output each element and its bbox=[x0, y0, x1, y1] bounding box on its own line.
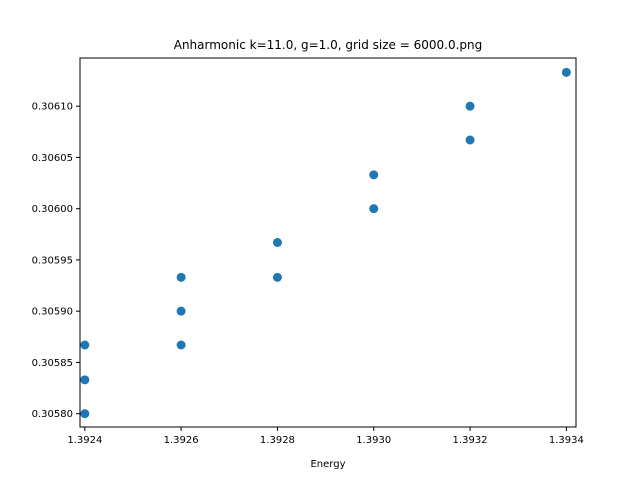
data-point bbox=[465, 135, 475, 145]
data-point bbox=[176, 306, 186, 316]
y-tick-label: 0.30610 bbox=[32, 102, 73, 113]
y-tick-label: 0.30580 bbox=[32, 409, 73, 420]
y-tick-label: 0.30585 bbox=[32, 358, 73, 369]
data-point bbox=[176, 340, 186, 350]
x-tick-label: 1.3924 bbox=[67, 435, 102, 446]
x-tick-label: 1.3926 bbox=[164, 435, 199, 446]
data-point bbox=[272, 272, 282, 282]
y-axis: 0.30580 0.30585 0.30590 0.30595 0.30600 0.306… bbox=[32, 102, 80, 420]
data-point bbox=[465, 101, 475, 111]
data-point bbox=[176, 272, 186, 282]
x-axis: 1.3924 1.3926 1.3928 1.3930 1.3932 1.3934 bbox=[67, 427, 584, 446]
y-tick-label: 0.30605 bbox=[32, 153, 73, 164]
chart-title: Anharmonic k=11.0, g=1.0, grid size = 60… bbox=[174, 38, 483, 52]
x-tick-label: 1.3930 bbox=[356, 435, 391, 446]
data-point bbox=[272, 238, 282, 247]
x-tick-label: 1.3932 bbox=[453, 435, 488, 446]
data-point bbox=[80, 409, 90, 419]
x-axis-label: Energy bbox=[310, 459, 345, 470]
y-tick-label: 0.30600 bbox=[32, 204, 73, 215]
x-tick-label: 1.3934 bbox=[549, 435, 584, 446]
data-point bbox=[369, 170, 379, 180]
plot-area bbox=[80, 67, 571, 419]
x-tick-label: 1.3928 bbox=[260, 435, 295, 446]
data-point bbox=[80, 340, 90, 350]
data-point bbox=[80, 375, 90, 385]
y-tick-label: 0.30590 bbox=[32, 307, 73, 318]
y-tick-label: 0.30595 bbox=[32, 255, 73, 266]
data-point bbox=[369, 204, 379, 214]
data-point bbox=[561, 67, 571, 77]
plot-frame bbox=[79, 57, 577, 428]
